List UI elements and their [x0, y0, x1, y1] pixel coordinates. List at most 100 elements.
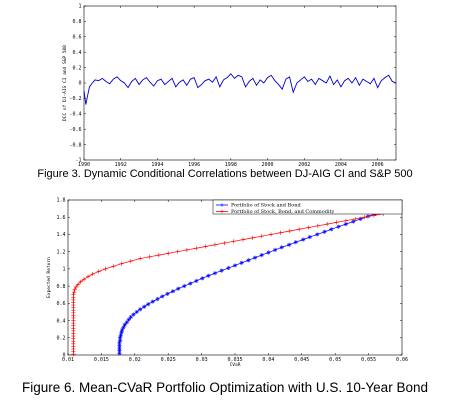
series-2-point	[212, 242, 218, 247]
series-2-point	[147, 254, 152, 259]
marker-stroke	[273, 248, 277, 252]
series-1-point	[232, 263, 238, 268]
marker-stroke	[253, 256, 257, 260]
series-1-point	[206, 273, 211, 278]
marker-stroke	[226, 266, 231, 270]
marker-stroke	[351, 219, 355, 224]
series-2-point	[297, 227, 302, 232]
marker-stroke	[125, 320, 129, 324]
marker-stroke	[119, 333, 123, 337]
series-1-point	[117, 340, 122, 346]
series-1-point	[146, 302, 151, 307]
marker-stroke	[260, 253, 264, 257]
x-tick-label: 2004	[335, 162, 347, 168]
marker-stroke	[118, 336, 122, 340]
series-1-point	[351, 219, 356, 224]
x-tick-label: 2002	[298, 162, 310, 168]
series-1-point	[170, 289, 175, 294]
marker-stroke	[119, 330, 124, 335]
marker-stroke	[239, 261, 244, 265]
figure-6-caption: Figure 6. Mean-CVaR Portfolio Optimizati…	[22, 380, 428, 395]
series-2-point	[103, 266, 108, 271]
marker-stroke	[287, 243, 291, 247]
series-1-point	[219, 268, 224, 273]
x-tick-label: 0.045	[294, 357, 309, 363]
marker-stroke	[176, 287, 180, 291]
series-2-point	[71, 292, 76, 297]
y-tick-label: 1	[62, 267, 65, 273]
x-tick-label: 0.025	[161, 357, 176, 363]
y-tick-label: 0.4	[56, 318, 65, 324]
series-1-point	[239, 260, 244, 265]
series-2-point	[278, 230, 283, 235]
plot-frame	[67, 199, 403, 356]
x-tick-label: 0.01	[62, 357, 74, 363]
series-1-point	[336, 224, 341, 229]
series-1-point	[200, 276, 205, 281]
y-tick-label: 1.8	[56, 198, 65, 204]
y-tick-label: 1	[78, 4, 81, 10]
series-2-point	[315, 223, 320, 228]
marker-stroke	[206, 274, 210, 278]
y-tick-label: 1.6	[56, 215, 65, 221]
series-2-point	[268, 232, 274, 237]
series-1-point	[246, 258, 251, 263]
marker-stroke	[142, 305, 146, 309]
y-tick-label: 0.8	[72, 19, 81, 25]
marker-stroke	[336, 225, 341, 229]
series-1-point	[134, 309, 139, 315]
series-1-point	[293, 240, 298, 245]
marker-stroke	[117, 351, 122, 355]
y-tick-label: 0.2	[72, 65, 81, 71]
marker-stroke	[200, 276, 204, 281]
x-axis-label: CVaR	[230, 362, 241, 368]
marker-stroke	[146, 302, 150, 306]
series-2-point	[250, 235, 255, 240]
series-2-point	[138, 256, 143, 261]
series-2-point	[78, 279, 83, 284]
marker-stroke	[135, 310, 139, 314]
y-tick-label: 0.2	[56, 335, 65, 341]
series-1-point	[124, 320, 129, 325]
x-tick-label: 1992	[115, 162, 127, 168]
y-axis-label: DCC of DJ-AIG CI and S&P 500	[62, 45, 68, 121]
series-2-point	[240, 237, 246, 242]
marker-stroke	[131, 312, 136, 317]
y-tick-label: -0.8	[69, 142, 81, 148]
marker-stroke	[120, 328, 124, 332]
series-1-point	[343, 222, 348, 227]
series-1-point	[118, 333, 123, 338]
series-1-point	[118, 335, 123, 340]
series-1-point	[252, 255, 258, 260]
x-tick-label: 0.055	[361, 357, 376, 363]
series-2-point	[90, 271, 95, 277]
marker-stroke	[315, 232, 319, 237]
y-tick-label: -0.6	[69, 127, 81, 133]
series-line-1	[83, 73, 397, 105]
y-tick-label: 0.4	[72, 50, 81, 56]
y-tick-label: 1.2	[56, 249, 65, 255]
series-1-point	[131, 312, 136, 317]
x-tick-label: 1996	[188, 162, 200, 168]
marker-stroke	[160, 294, 164, 299]
series-2-point	[81, 277, 87, 282]
marker-stroke	[165, 292, 170, 296]
marker-stroke	[280, 245, 284, 250]
marker-stroke	[155, 297, 160, 301]
marker-stroke	[213, 271, 217, 275]
series-2-point	[353, 216, 358, 222]
series-line-1	[119, 208, 389, 354]
y-tick-label: 0	[78, 81, 81, 87]
series-1-point	[301, 237, 306, 242]
legend-entry-1: Portfolio of Stock and Bond	[231, 203, 301, 209]
y-tick-label: -1	[75, 158, 81, 164]
series-1-point	[182, 284, 187, 289]
series-2-point	[111, 264, 116, 269]
y-tick-label: -0.2	[69, 96, 81, 102]
marker-stroke	[344, 222, 348, 226]
y-tick-label: 0.6	[56, 301, 65, 307]
series-2-point	[362, 215, 367, 220]
series-1-point	[287, 242, 292, 247]
series-1-point	[142, 304, 147, 309]
series-1-point	[315, 232, 320, 237]
